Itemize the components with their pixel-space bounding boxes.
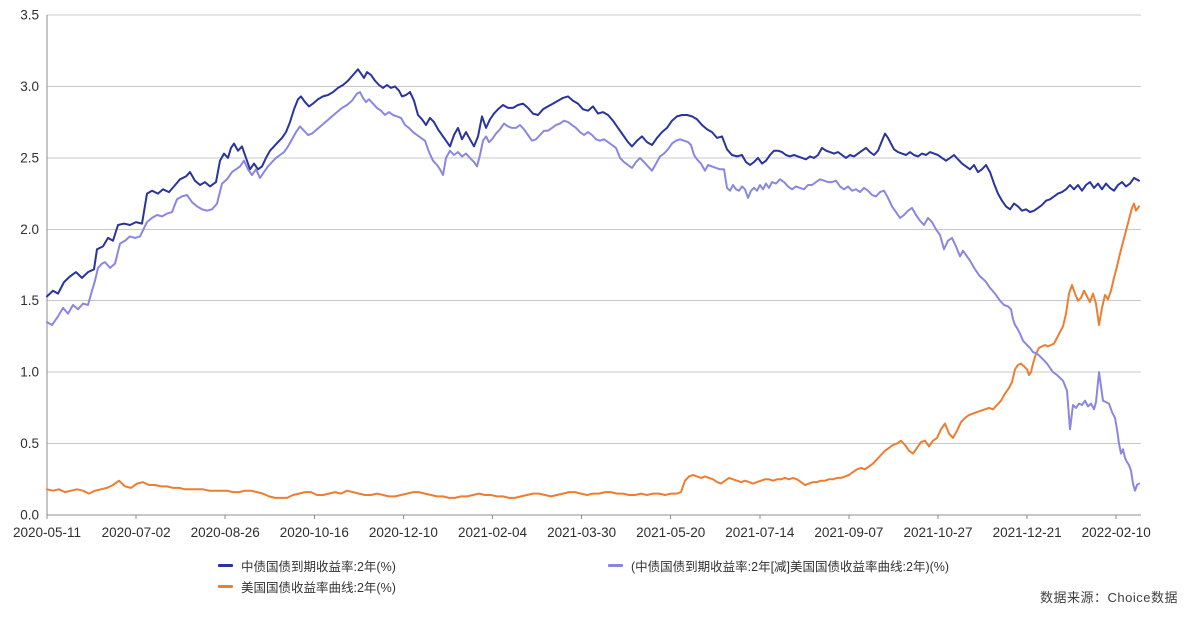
x-axis-tick-label: 2021-12-21 [993,525,1062,540]
legend-item-0: 中债国债到期收益率:2年(%) [218,556,396,575]
legend-line-swatch [218,564,233,567]
legend-label: 中债国债到期收益率:2年(%) [241,560,396,574]
x-axis-tick-label: 2021-07-14 [725,525,795,540]
y-axis-tick-label: 1.5 [20,293,39,308]
x-axis-tick-label: 2021-09-07 [814,525,883,540]
x-axis-tick-label: 2021-02-04 [458,525,528,540]
legend-item-2: (中债国债到期收益率:2年[减]美国国债收益率曲线:2年)(%) [608,556,949,575]
y-axis-tick-label: 0.5 [20,436,39,451]
x-axis-tick-label: 2021-05-20 [636,525,705,540]
x-axis-tick-label: 2020-07-02 [102,525,171,540]
y-axis-tick-label: 1.0 [20,365,39,380]
series-line-0 [46,68,1140,298]
x-axis-tick-label: 2021-03-30 [547,525,616,540]
y-axis-tick-label: 2.5 [20,150,39,165]
y-axis-tick-label: 2.0 [20,222,39,237]
legend: 中债国债到期收益率:2年(%) 美国国债收益率曲线:2年(%) (中债国债到期收益率… [0,552,1190,600]
y-axis-tick-label: 0.0 [20,508,39,523]
y-axis-tick-label: 3.5 [20,8,39,23]
series-line-2 [46,91,1140,492]
legend-item-1: 美国国债收益率曲线:2年(%) [218,577,396,596]
x-axis-tick-label: 2020-05-11 [13,525,81,540]
x-axis-tick-label: 2021-10-27 [903,525,972,540]
series-line-1 [46,202,1140,499]
legend-line-swatch [218,585,233,588]
x-axis-tick-label: 2022-02-10 [1082,525,1151,540]
data-source-note: 数据来源：Choice数据 [1040,590,1178,605]
legend-line-swatch [608,564,623,567]
x-axis-tick-label: 2020-08-26 [191,525,260,540]
y-axis-tick-label: 3.0 [20,79,39,94]
x-axis-tick-label: 2020-10-16 [280,525,349,540]
x-axis-tick-label: 2020-12-10 [369,525,438,540]
legend-label: 美国国债收益率曲线:2年(%) [241,581,396,595]
legend-label: (中债国债到期收益率:2年[减]美国国债收益率曲线:2年)(%) [631,560,950,574]
